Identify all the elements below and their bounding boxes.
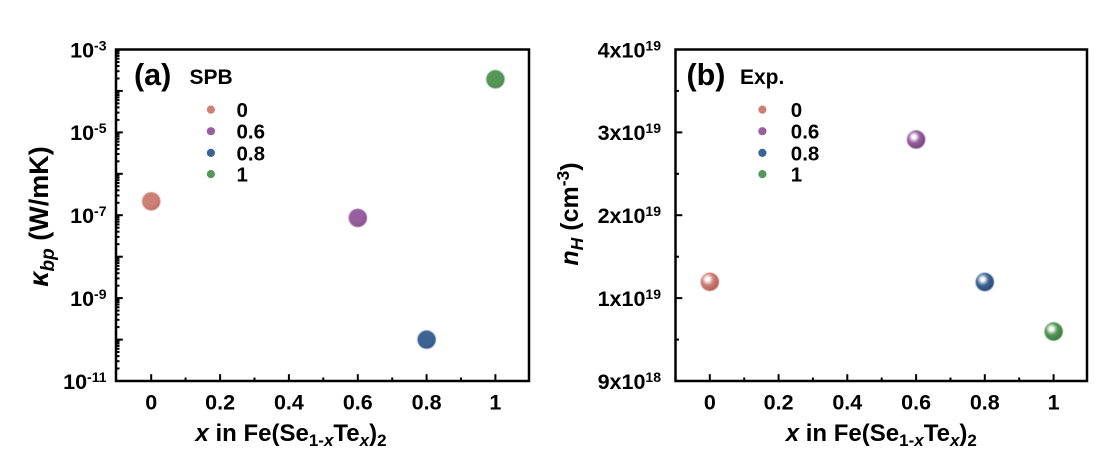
svg-text:0: 0 bbox=[791, 99, 802, 122]
svg-text:(a): (a) bbox=[134, 58, 171, 92]
svg-text:0.8: 0.8 bbox=[412, 391, 442, 415]
svg-text:0.8: 0.8 bbox=[791, 142, 820, 165]
svg-text:10-11: 10-11 bbox=[63, 369, 107, 394]
svg-text:1: 1 bbox=[1048, 391, 1060, 415]
svg-text:x in Fe(Se1-xTex)2: x in Fe(Se1-xTex)2 bbox=[193, 420, 386, 450]
svg-text:0.4: 0.4 bbox=[274, 391, 304, 415]
svg-text:0.6: 0.6 bbox=[237, 121, 266, 144]
svg-text:(b): (b) bbox=[687, 58, 726, 92]
svg-text:0.6: 0.6 bbox=[343, 391, 373, 415]
svg-text:1: 1 bbox=[489, 391, 501, 415]
svg-text:Exp.: Exp. bbox=[740, 66, 784, 89]
svg-text:0: 0 bbox=[145, 391, 157, 415]
svg-text:0.2: 0.2 bbox=[764, 391, 794, 415]
svg-text:10-7: 10-7 bbox=[70, 203, 107, 228]
svg-text:9x1018: 9x1018 bbox=[598, 369, 662, 394]
svg-text:x in Fe(Se1-xTex)2: x in Fe(Se1-xTex)2 bbox=[784, 420, 977, 450]
svg-text:0.8: 0.8 bbox=[970, 391, 1000, 415]
svg-text:0.6: 0.6 bbox=[901, 391, 931, 415]
svg-text:0: 0 bbox=[237, 99, 248, 122]
svg-text:0.2: 0.2 bbox=[205, 391, 235, 415]
svg-text:0.8: 0.8 bbox=[237, 142, 266, 165]
svg-text:1: 1 bbox=[791, 164, 802, 187]
svg-text:1: 1 bbox=[237, 164, 248, 187]
svg-text:0.6: 0.6 bbox=[791, 121, 820, 144]
svg-text:SPB: SPB bbox=[190, 66, 233, 89]
svg-text:0: 0 bbox=[704, 391, 716, 415]
svg-text:nH (cm-3): nH (cm-3) bbox=[553, 162, 587, 265]
svg-text:0.4: 0.4 bbox=[832, 391, 862, 415]
svg-text:κbp (W/mK): κbp (W/mK) bbox=[24, 146, 59, 286]
